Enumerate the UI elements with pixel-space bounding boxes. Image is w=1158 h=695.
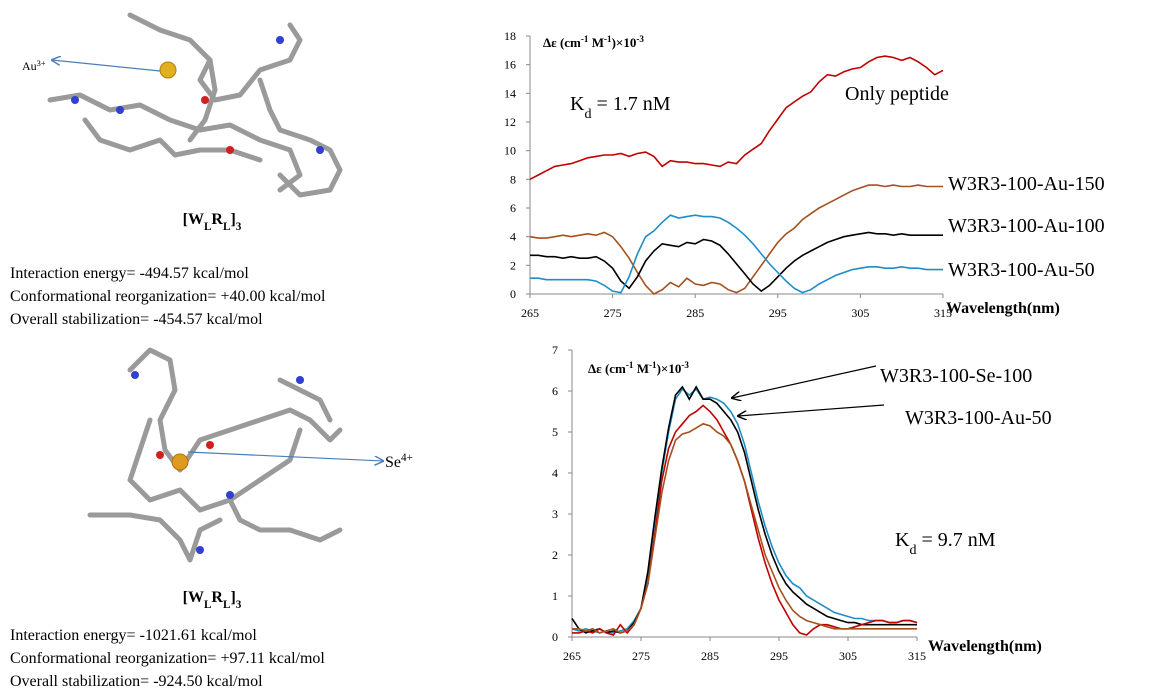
text-part: 3 (236, 599, 242, 611)
y-tick-label: 10 (504, 144, 516, 158)
x-axis-label: Wavelength(nm) (946, 300, 1060, 317)
molecule-2 (90, 350, 383, 560)
series-label: Only peptide (845, 83, 949, 105)
data-line (530, 56, 943, 179)
text-part: d (584, 107, 591, 122)
series-label: W3R3-100-Au-50 (948, 259, 1095, 281)
y-tick-label: 14 (504, 86, 516, 100)
text-part: Δε (cm (543, 35, 581, 50)
text-part: M (633, 361, 649, 376)
energy-line: Overall stabilization= -454.57 kcal/mol (10, 311, 263, 328)
y-tick-label: 18 (504, 29, 516, 43)
annotation: Kd = 9.7 nM (895, 529, 996, 558)
ion-label: Au3+ (22, 59, 46, 74)
x-tick-label: 305 (839, 649, 857, 663)
text-part: L (204, 599, 211, 611)
ion-label: Se4+ (385, 452, 413, 471)
text-part: M (588, 35, 604, 50)
text-part: [W (183, 211, 204, 228)
text-part: K (570, 93, 585, 115)
y-tick-label: 0 (552, 630, 558, 644)
y-axis-label: Δε (cm-1 M-1)×10-3 (588, 360, 689, 376)
x-tick-label: 275 (604, 306, 622, 320)
y-tick-label: 8 (510, 172, 516, 186)
data-line (572, 387, 917, 633)
x-tick-label: 265 (563, 649, 581, 663)
energy-line: Interaction energy= -494.57 kcal/mol (10, 265, 249, 282)
data-line (530, 215, 943, 292)
y-axis-label: Δε (cm-1 M-1)×10-3 (543, 34, 644, 50)
y-tick-label: 2 (510, 258, 516, 272)
annotation: Kd = 1.7 nM (570, 93, 671, 122)
y-tick-label: 6 (510, 201, 516, 215)
y-tick-label: 3 (552, 507, 558, 521)
annotation: W3R3-100-Se-100 (880, 365, 1032, 387)
y-tick-label: 1 (552, 589, 558, 603)
data-line (572, 405, 917, 635)
y-tick-label: 0 (510, 287, 516, 301)
annotation: W3R3-100-Au-50 (905, 407, 1052, 429)
series-label: W3R3-100-Au-150 (948, 173, 1105, 195)
text-part: 3+ (37, 59, 46, 68)
data-line (572, 389, 917, 633)
structure-label: [WLRL]3 (183, 589, 242, 611)
y-tick-label: 7 (552, 343, 558, 357)
y-tick-label: 2 (552, 548, 558, 562)
x-axis-label: Wavelength(nm) (928, 638, 1042, 655)
x-tick-label: 285 (701, 649, 719, 663)
y-tick-label: 4 (510, 230, 516, 244)
text-part: L (204, 221, 211, 233)
text-part: W3R3-100-Au-50 (905, 407, 1052, 429)
text-part: )×10 (612, 35, 637, 50)
text-part: 3 (236, 221, 242, 233)
text-part: K (895, 529, 910, 551)
structure-label: [WLRL]3 (183, 211, 242, 233)
x-tick-label: 315 (908, 649, 926, 663)
annotation-arrow (732, 366, 876, 398)
text-part: )×10 (657, 361, 682, 376)
text-part: -3 (681, 360, 689, 370)
y-tick-label: 16 (504, 58, 516, 72)
text-part: Δε (cm (588, 361, 626, 376)
text-part: 4+ (401, 452, 413, 464)
text-part: d (909, 543, 916, 558)
annotation-arrow (738, 405, 884, 416)
data-line (530, 232, 943, 291)
text-part: R (211, 211, 223, 228)
x-tick-label: 275 (632, 649, 650, 663)
x-tick-label: 285 (686, 306, 704, 320)
text-part: L (223, 221, 230, 233)
data-line (530, 185, 943, 294)
molecule-1 (50, 15, 340, 195)
series-label: W3R3-100-Au-100 (948, 215, 1105, 237)
x-tick-label: 265 (521, 306, 539, 320)
text-part: -3 (636, 34, 644, 44)
text-part: L (223, 599, 230, 611)
text-part: W3R3-100-Se-100 (880, 365, 1032, 387)
text-part: Se (385, 454, 401, 471)
x-tick-label: 295 (770, 649, 788, 663)
y-tick-label: 4 (552, 466, 558, 480)
y-tick-label: 5 (552, 425, 558, 439)
text-part: [W (183, 589, 204, 606)
energy-line: Conformational reorganization= +40.00 kc… (10, 288, 326, 305)
text-part: = 9.7 nM (916, 529, 995, 551)
x-tick-label: 305 (851, 306, 869, 320)
text-part: Au (22, 59, 37, 73)
x-tick-label: 295 (769, 306, 787, 320)
energy-line: Interaction energy= -1021.61 kcal/mol (10, 627, 257, 644)
figure: Au3+ [WLRL]3 Interaction energy= -494.57 k… (0, 0, 1158, 695)
energy-line: Overall stabilization= -924.50 kcal/mol (10, 673, 263, 690)
text-part: = 1.7 nM (591, 93, 670, 115)
text-part: R (211, 589, 223, 606)
energy-line: Conformational reorganization= +97.11 kc… (10, 650, 325, 667)
y-tick-label: 12 (504, 115, 516, 129)
y-tick-label: 6 (552, 384, 558, 398)
